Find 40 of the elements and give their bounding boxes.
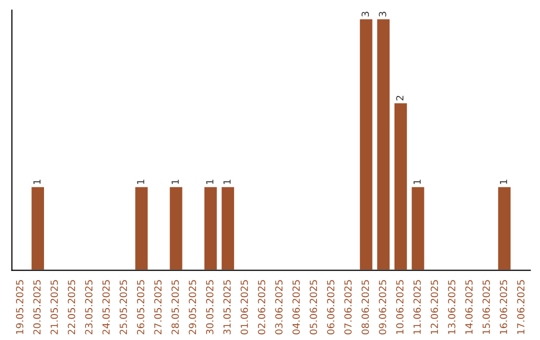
data-label: 1 <box>33 180 40 184</box>
x-tick-label: 24.05.2025 <box>102 280 110 334</box>
data-label: 2 <box>396 96 404 100</box>
x-tick-label: 09.06.2025 <box>378 280 386 334</box>
data-label: 3 <box>362 12 369 16</box>
data-label: 1 <box>137 180 144 184</box>
x-tick-label: 02.06.2025 <box>258 280 266 334</box>
data-label: 1 <box>223 180 231 184</box>
x-tick-label: 25.05.2025 <box>120 280 128 334</box>
x-tick-label: 20.05.2025 <box>33 280 41 334</box>
x-tick-label: 11.06.2025 <box>413 280 421 334</box>
x-tick-label: 17.06.2025 <box>517 280 524 334</box>
x-tick-label: 31.05.2025 <box>223 280 231 334</box>
x-tick-label: 27.05.2025 <box>154 280 162 334</box>
x-tick-label: 16.06.2025 <box>500 280 508 334</box>
x-tick-label: 03.06.2025 <box>275 280 283 334</box>
x-tick-label: 26.05.2025 <box>136 280 144 334</box>
x-tick-label: 12.06.2025 <box>430 280 438 334</box>
x-tick-label: 21.05.2025 <box>50 280 58 334</box>
x-tick-label: 30.05.2025 <box>206 280 214 334</box>
x-tick-label: 04.06.2025 <box>292 280 300 334</box>
x-tick-label: 19.05.2025 <box>16 280 24 334</box>
x-tick-label: 07.06.2025 <box>344 280 352 334</box>
x-tick-label: 23.05.2025 <box>85 280 92 334</box>
x-tick-label: 08.06.2025 <box>362 280 369 334</box>
x-tick-label: 22.05.2025 <box>68 280 76 334</box>
x-tick-label: 05.06.2025 <box>310 280 318 334</box>
data-label: 1 <box>500 180 508 184</box>
x-tick-label: 10.06.2025 <box>396 280 404 334</box>
data-label: 1 <box>206 180 214 184</box>
x-tick-label: 29.05.2025 <box>188 280 196 334</box>
data-label: 3 <box>378 12 386 16</box>
x-tick-label: 28.05.2025 <box>172 280 179 334</box>
data-label: 1 <box>172 180 179 184</box>
x-tick-label: 13.06.2025 <box>448 280 456 334</box>
x-tick-label: 15.06.2025 <box>482 280 490 334</box>
x-tick-label: 01.06.2025 <box>240 280 248 334</box>
x-tick-label: 06.06.2025 <box>327 280 334 334</box>
x-tick-label: 14.06.2025 <box>465 280 473 334</box>
data-label: 1 <box>414 180 421 184</box>
